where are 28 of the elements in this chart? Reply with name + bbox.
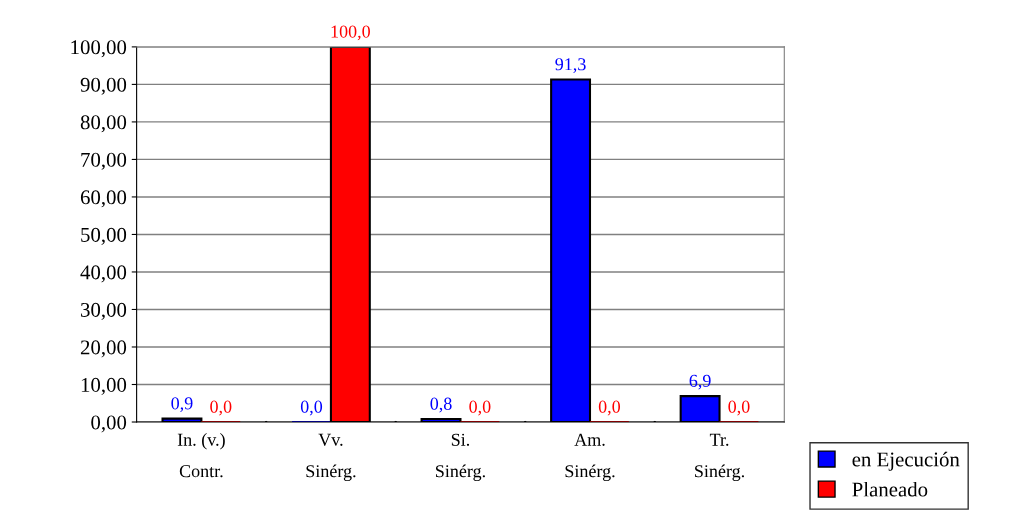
y-tick-label: 50,00 — [81, 227, 127, 245]
legend-label: en Ejecución — [852, 451, 960, 471]
y-tick-label: 100,00 — [71, 40, 127, 58]
data-label: 6,9 — [689, 374, 711, 390]
y-tick-label: 30,00 — [81, 302, 127, 320]
x-tick-label: Vv. Sinérg. — [306, 433, 356, 482]
data-label: 0,0 — [300, 400, 323, 416]
x-tick-label: Si. Sinérg. — [436, 433, 485, 482]
y-tick-label: 60,00 — [80, 190, 127, 208]
legend-label: Planeado — [852, 481, 928, 497]
y-tick-label: 70,00 — [81, 152, 127, 170]
data-label: 0,0 — [728, 400, 750, 416]
data-label: 91,3 — [555, 58, 586, 73]
data-label: 0,0 — [598, 400, 621, 416]
data-label: 0,0 — [469, 400, 491, 416]
y-tick-label: 40,00 — [80, 265, 127, 283]
data-label: 0,8 — [430, 397, 452, 413]
y-tick-label: 80,00 — [80, 115, 127, 133]
x-tick-label: In. (v.) Contr. — [177, 433, 225, 478]
data-label: 100,0 — [331, 25, 370, 41]
y-tick-label: 10,00 — [81, 377, 127, 395]
y-tick-label: 20,00 — [80, 340, 127, 358]
data-label: 0,9 — [171, 397, 193, 413]
y-tick-label: 90,00 — [80, 77, 127, 95]
x-tick-label: Am. Sinérg. — [565, 433, 615, 482]
y-tick-label: 0,00 — [91, 415, 127, 433]
x-tick-label: Tr. Sinérg. — [695, 433, 745, 482]
data-label: 0,0 — [210, 400, 232, 416]
